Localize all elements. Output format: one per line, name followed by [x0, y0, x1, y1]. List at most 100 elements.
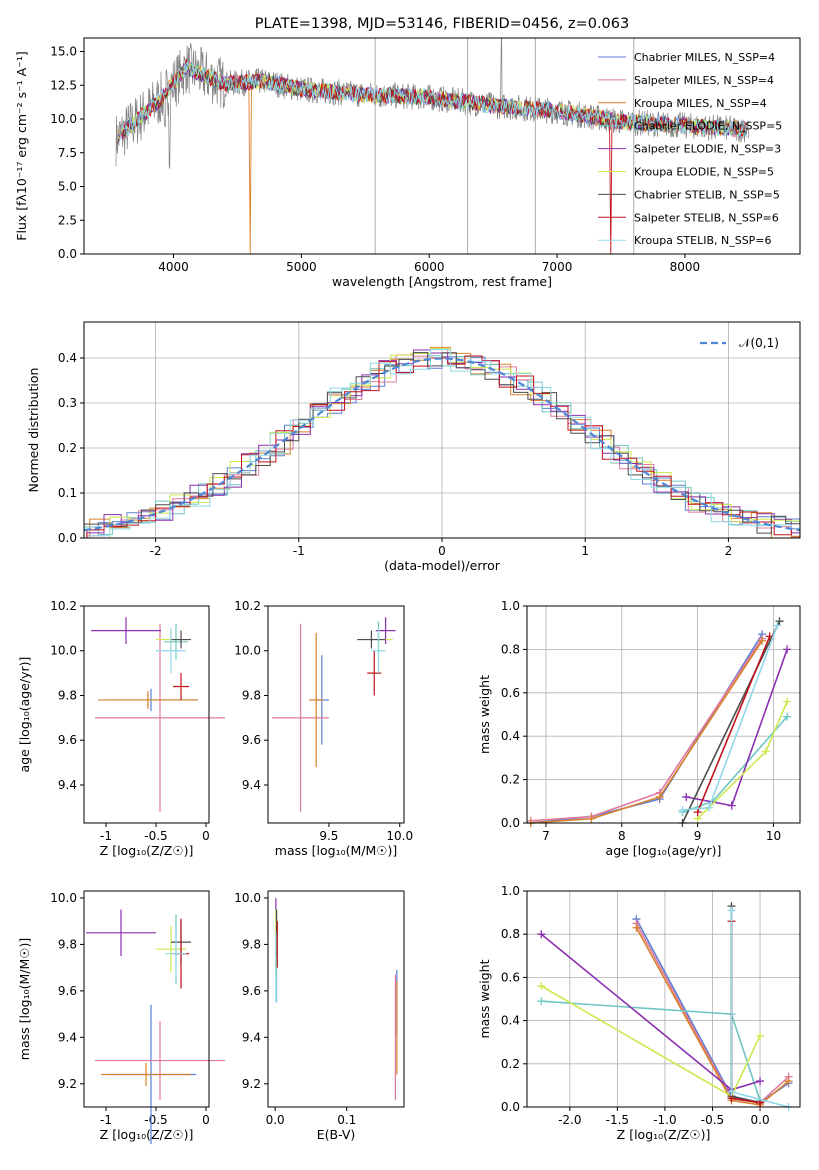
x-tick-label: -0.5 [701, 1113, 724, 1127]
weight-marker-salp_elodie [783, 645, 792, 654]
weight-marker-krou_stelib [727, 1087, 736, 1096]
weight-marker-krou_elodie [761, 747, 770, 756]
y-tick-label: 0.0 [501, 1100, 520, 1114]
legend-label: Chabrier ELODIE, N_SSP=5 [634, 120, 782, 133]
x-tick-label: 2 [725, 544, 733, 558]
x-tick-label: -1.0 [653, 1113, 676, 1127]
x-axis-label: mass [log₁₀(M/M☉)] [275, 843, 397, 858]
y-axis-label: age [log₁₀(age/yr)] [17, 657, 32, 773]
y-tick-label: 9.4 [58, 1030, 77, 1044]
y-tick-label: 9.6 [58, 733, 77, 747]
x-tick-label: 0 [202, 829, 210, 843]
weight-marker-krou_stelib [727, 906, 736, 915]
y-tick-label: 1.0 [501, 599, 520, 613]
y-axis-label: Flux [fλ10⁻¹⁷ erg cm⁻² s⁻¹ A⁻¹] [14, 51, 29, 240]
x-tick-label: 4000 [158, 260, 189, 274]
y-tick-label: 10.0 [234, 644, 261, 658]
weight-line-chab_stelib [730, 906, 761, 1104]
legend-label: Salpeter ELODIE, N_SSP=3 [634, 143, 781, 156]
weight-marker-krou_miles [587, 814, 596, 823]
weight-marker-krou_stelib [678, 805, 687, 814]
y-tick-label: 12.5 [50, 78, 77, 92]
x-tick-label: 7000 [542, 260, 573, 274]
spectrum-lines [115, 38, 749, 254]
weight-marker-krou_miles [784, 1077, 793, 1086]
y-tick-label: 5.0 [58, 180, 77, 194]
x-tick-label: 0.0 [266, 1113, 285, 1127]
y-tick-label: 0.1 [58, 486, 77, 500]
x-axis-label: wavelength [Angstrom, rest frame] [332, 274, 552, 289]
y-tick-label: 9.4 [242, 778, 261, 792]
weight-line-krou_miles [530, 640, 763, 824]
y-tick-label: 0.8 [501, 642, 520, 656]
model-line-krou_miles [116, 60, 747, 254]
y-tick-label: 7.5 [58, 146, 77, 160]
chart-title: PLATE=1398, MJD=53146, FIBERID=0456, z=0… [255, 16, 629, 32]
y-tick-label: 10.0 [50, 644, 77, 658]
model-line-salp_stelib [116, 58, 747, 254]
y-axis-label: mass [log₁₀(M/M☉)] [17, 938, 32, 1060]
histogram-chab_stelib [84, 352, 800, 538]
x-tick-label: -1.5 [606, 1113, 629, 1127]
x-tick-label: -2.0 [558, 1113, 581, 1127]
y-tick-label: 9.6 [242, 984, 261, 998]
y-tick-label: 0.4 [501, 729, 520, 743]
weight-marker-krou_elodie [537, 982, 546, 991]
weight-marker-salp_elodie [756, 1077, 765, 1086]
y-axis-label: Normed distribution [26, 368, 41, 493]
x-axis-label: Z [log₁₀(Z/Z☉)] [617, 1127, 711, 1142]
weight-marker-salp_elodie [727, 801, 736, 810]
y-tick-label: 9.8 [58, 937, 77, 951]
x-tick-label: 8000 [670, 260, 701, 274]
legend-label: Kroupa ELODIE, N_SSP=5 [634, 166, 774, 179]
weight-marker-krou_miles [758, 636, 767, 645]
y-tick-label: 0.8 [501, 927, 520, 941]
y-tick-label: 10.2 [50, 599, 77, 613]
y-tick-label: 9.6 [58, 984, 77, 998]
y-tick-label: 9.6 [242, 733, 261, 747]
y-tick-label: 0.2 [58, 441, 77, 455]
x-tick-label: 0.1 [337, 1113, 356, 1127]
x-tick-label: 0 [438, 544, 446, 558]
histogram-salp_stelib [84, 355, 800, 538]
legend-label: 𝒩(0,1) [739, 336, 779, 350]
y-axis-label: mass weight [477, 675, 492, 754]
legend-label: Salpeter STELIB, N_SSP=6 [634, 211, 779, 224]
weight-line-salp_elodie [540, 933, 761, 1091]
y-tick-label: 0.0 [501, 816, 520, 830]
y-tick-label: 9.4 [242, 1030, 261, 1044]
weight-line-krou_miles [635, 927, 790, 1106]
x-tick-label: 9.5 [319, 829, 338, 843]
weight-line-salp_stelib [730, 921, 761, 1104]
weight-marker-chab_stelib [775, 617, 784, 626]
plot-frame [267, 890, 405, 1108]
weight-marker-chab_elodie [537, 997, 546, 1006]
y-tick-label: 0.2 [501, 1057, 520, 1071]
legend-label: Kroupa STELIB, N_SSP=6 [634, 234, 772, 247]
y-tick-label: 0.0 [58, 247, 77, 261]
plot-frame [83, 37, 801, 255]
x-tick-label: 10 [766, 829, 781, 843]
x-axis-label: age [log₁₀(age/yr)] [606, 843, 722, 858]
x-tick-label: 0 [202, 1113, 210, 1127]
x-axis-label: (data-model)/error [384, 558, 501, 573]
x-tick-label: 10.0 [386, 829, 413, 843]
weight-marker-salp_elodie [682, 792, 691, 801]
normal-curve [84, 357, 800, 532]
x-tick-label: 6000 [414, 260, 445, 274]
weight-marker-krou_miles [632, 923, 641, 932]
plot-frame [83, 890, 210, 1108]
plot-frame [83, 321, 801, 539]
x-tick-label: -0.5 [144, 829, 167, 843]
y-tick-label: 0.6 [501, 970, 520, 984]
x-tick-label: -1 [100, 829, 112, 843]
y-tick-label: 0.2 [501, 773, 520, 787]
legend-label: Chabrier STELIB, N_SSP=5 [634, 188, 780, 201]
y-axis-label: mass weight [477, 959, 492, 1038]
y-tick-label: 0.6 [501, 686, 520, 700]
x-tick-label: 0.0 [751, 1113, 770, 1127]
weight-marker-krou_stelib [773, 621, 782, 630]
weight-marker-krou_elodie [756, 1031, 765, 1040]
legend-label: Chabrier MILES, N_SSP=4 [634, 51, 775, 64]
